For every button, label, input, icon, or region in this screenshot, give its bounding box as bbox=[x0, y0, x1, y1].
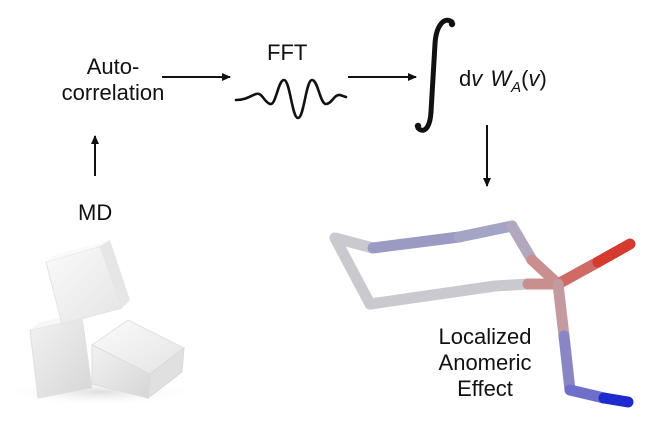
integral-subscript: A bbox=[511, 79, 522, 96]
effect-line3: Effect bbox=[457, 376, 513, 401]
integral-d: d bbox=[459, 66, 472, 91]
integral-close-paren: ) bbox=[539, 66, 547, 91]
autocorrelation-line1: Auto- bbox=[86, 54, 140, 79]
integral-nu2: v bbox=[528, 66, 540, 91]
integral-nu: v bbox=[471, 66, 483, 91]
integral-open-paren: ( bbox=[521, 66, 529, 91]
fft-wave-icon bbox=[234, 78, 348, 120]
effect-line1: Localized bbox=[438, 324, 532, 349]
integral-w: W bbox=[490, 66, 512, 91]
md-label: MD bbox=[78, 200, 113, 225]
effect-line2: Anomeric bbox=[438, 350, 532, 375]
molecule-stick-model bbox=[329, 220, 636, 408]
integral-sign-icon bbox=[415, 17, 455, 133]
sugar-cubes-image bbox=[5, 240, 195, 406]
autocorrelation-label: Auto- correlation bbox=[58, 54, 168, 106]
fft-label: FFT bbox=[267, 40, 308, 65]
integral-expression: dv WA(v) bbox=[459, 66, 547, 96]
anomeric-effect-label: Localized Anomeric Effect bbox=[425, 324, 545, 402]
autocorrelation-line2: correlation bbox=[61, 80, 165, 105]
